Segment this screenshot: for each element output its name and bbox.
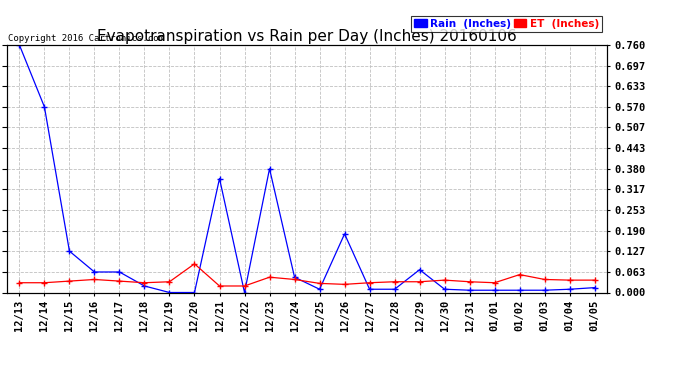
Title: Evapotranspiration vs Rain per Day (Inches) 20160106: Evapotranspiration vs Rain per Day (Inch… (97, 29, 517, 44)
Text: Copyright 2016 Cartronics.com: Copyright 2016 Cartronics.com (8, 33, 164, 42)
Legend: Rain  (Inches), ET  (Inches): Rain (Inches), ET (Inches) (411, 15, 602, 32)
